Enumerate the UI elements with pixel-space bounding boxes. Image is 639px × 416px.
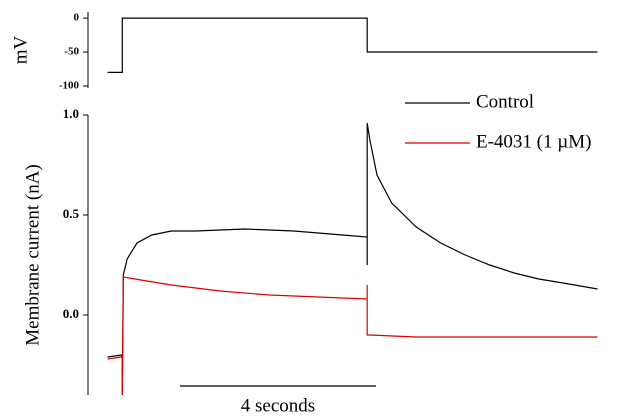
y-tick-label: 1.0 — [63, 106, 79, 121]
y-axis-label: Membrane current (nA) — [22, 164, 43, 345]
trace — [107, 17, 598, 73]
legend-label: E-4031 (1 µM) — [476, 131, 591, 152]
y-tick-label: 0.0 — [63, 306, 79, 321]
y-tick-label: 0.5 — [63, 206, 80, 221]
legend-label: Control — [476, 91, 534, 112]
y-axis-label: mV — [10, 35, 31, 64]
y-tick-label: -100 — [59, 79, 80, 91]
trace — [107, 276, 598, 396]
scale-bar-label: 4 seconds — [241, 395, 315, 416]
y-tick-label: -50 — [64, 46, 79, 58]
y-tick-label: 0 — [74, 12, 80, 24]
trace — [107, 122, 598, 396]
